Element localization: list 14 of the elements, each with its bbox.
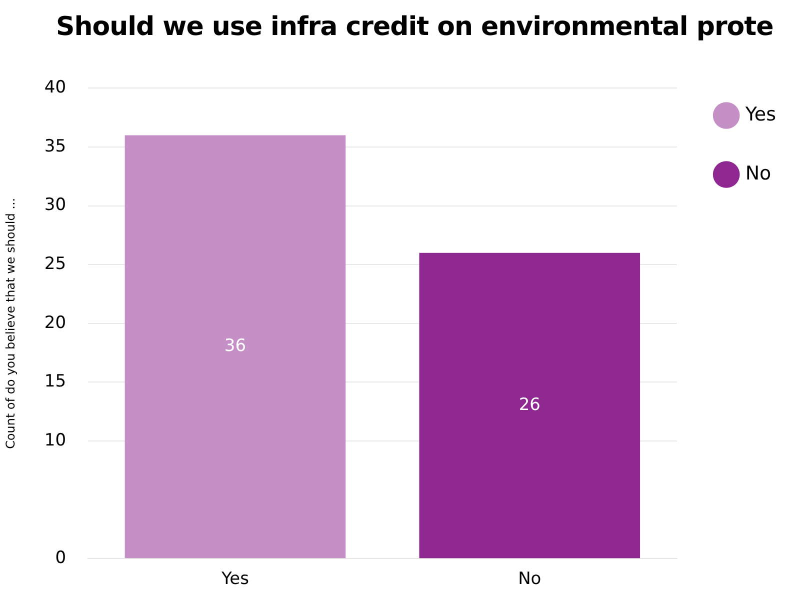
y-tick-label: 0 — [55, 548, 66, 568]
y-tick-label: 35 — [44, 136, 66, 156]
legend-label: Yes — [744, 103, 776, 126]
y-tick-label: 10 — [44, 430, 66, 450]
y-tick-label: 15 — [44, 372, 66, 392]
legend-label: No — [745, 162, 772, 184]
y-tick-label: 20 — [44, 312, 66, 333]
y-tick-label: 30 — [44, 195, 66, 216]
chart-title: Should we use infra credit on environmental prote — [56, 12, 774, 42]
y-axis-title: Count of do you believe that we should ... — [3, 198, 18, 449]
y-tick-label: 40 — [44, 78, 66, 98]
data-label: 36 — [224, 336, 246, 356]
data-label: 26 — [518, 394, 540, 415]
y-tick-label: 25 — [44, 254, 66, 274]
